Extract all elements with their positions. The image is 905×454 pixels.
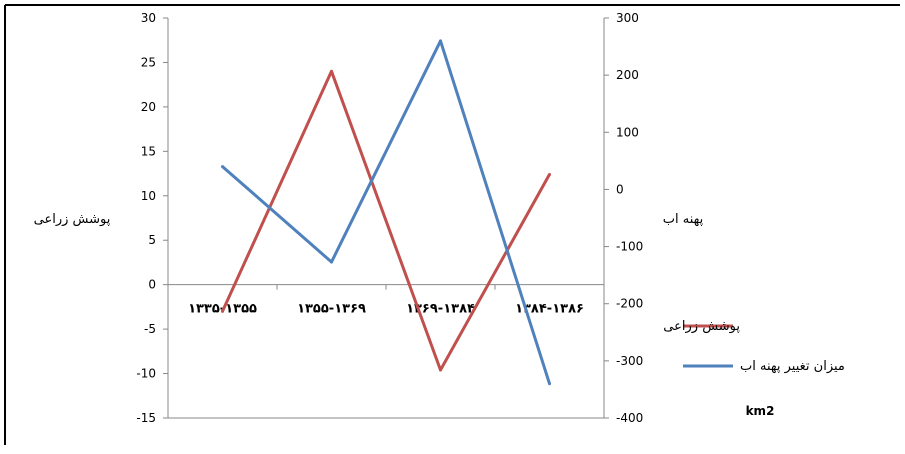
left-tick-label: -10: [136, 367, 156, 381]
right-tick-label: 200: [616, 68, 639, 82]
category-label: ۱۳۸۴-۱۳۸۶: [515, 302, 584, 317]
series-layer: [221, 39, 551, 386]
category-ticks: [167, 284, 605, 290]
unit-label: km2: [746, 404, 775, 418]
right-axis-title: پهنه اب: [663, 212, 704, 227]
series-0-point: [548, 172, 551, 176]
series-1-point: [439, 39, 442, 43]
series-line-0: [221, 69, 551, 372]
legend-label-crop-cover: پوشش زراعی: [663, 319, 740, 334]
series-0-point: [221, 309, 224, 313]
right-tick-label: 300: [616, 11, 639, 25]
left-tick-label: -15: [136, 411, 156, 425]
left-tick-label: 5: [148, 233, 156, 247]
left-axis-title: پوشش زراعی: [34, 212, 111, 227]
series-0-point: [439, 368, 442, 372]
left-tick-label: 10: [141, 189, 156, 203]
right-tick-label: -400: [616, 411, 643, 425]
category-labels: ۱۳۳۵-۱۳۵۵ ۱۳۵۵-۱۳۶۹ ۱۳۶۹-۱۳۸۴ ۱۳۸۴-۱۳۸۶: [188, 302, 584, 317]
right-tick-label: -200: [616, 297, 643, 311]
series-1-point: [330, 260, 333, 264]
category-label: ۱۳۵۵-۱۳۶۹: [297, 302, 366, 317]
left-axis-ticks: 30 25 20 15 10 5 0 -5 -10 -15: [136, 11, 168, 425]
series-line-1: [221, 39, 551, 385]
series-1-point: [548, 382, 551, 386]
right-tick-label: -300: [616, 354, 643, 368]
left-tick-label: 15: [141, 144, 156, 158]
category-label: ۱۳۶۹-۱۳۸۴: [406, 302, 475, 317]
right-tick-label: 0: [616, 182, 624, 196]
right-tick-label: -100: [616, 240, 643, 254]
series-1-point: [221, 165, 224, 169]
left-tick-label: 20: [141, 100, 156, 114]
series-0-point: [330, 69, 333, 73]
right-tick-label: 100: [616, 125, 639, 139]
left-tick-label: 30: [141, 11, 156, 25]
left-tick-label: 25: [141, 55, 156, 69]
right-axis-ticks: 300 200 100 0 -100 -200 -300 -400: [604, 11, 643, 425]
left-tick-label: 0: [148, 278, 156, 292]
left-tick-label: -5: [144, 322, 156, 336]
legend: پوشش زراعی میزان تغییر پهنه اب: [663, 319, 845, 374]
legend-label-water-change: میزان تغییر پهنه اب: [740, 359, 845, 374]
